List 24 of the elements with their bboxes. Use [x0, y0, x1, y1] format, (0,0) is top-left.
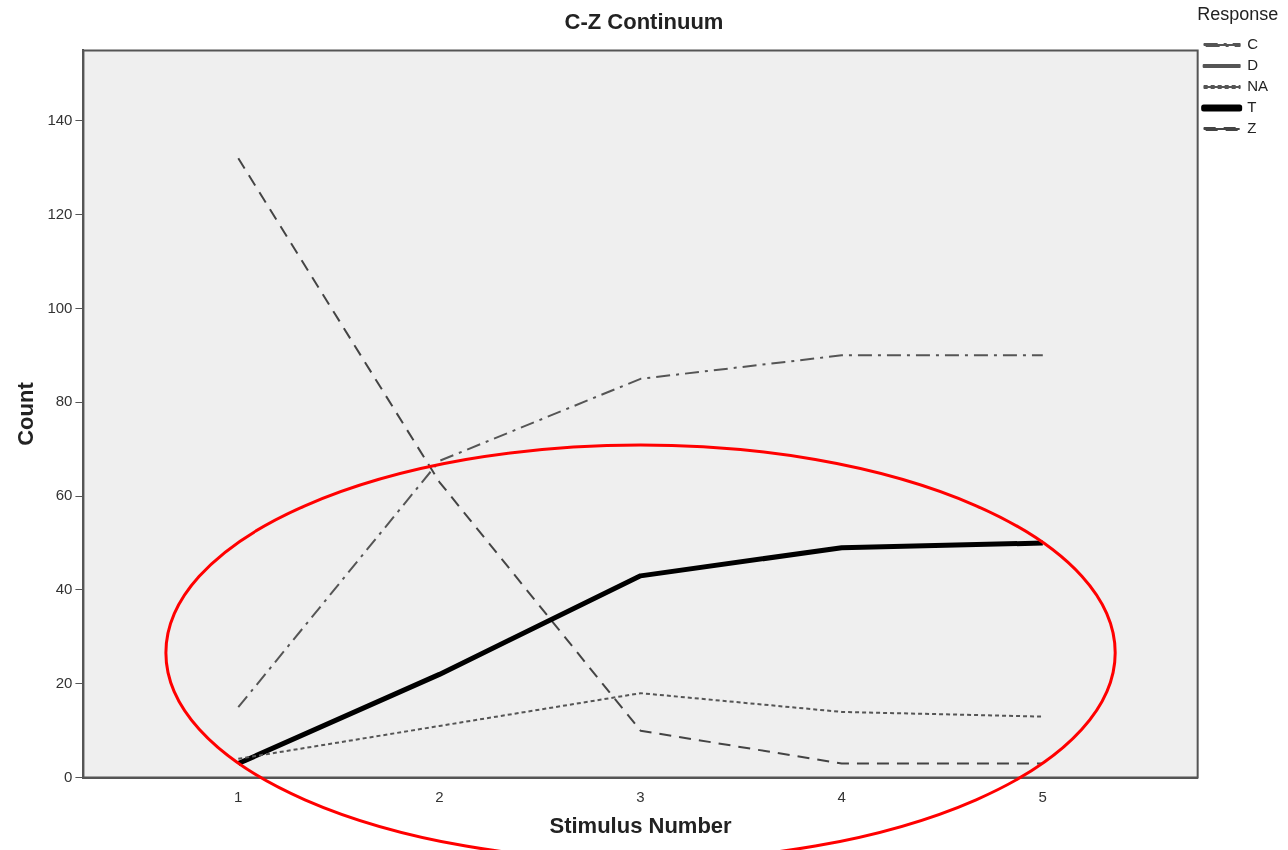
y-tick-label: 40	[55, 580, 73, 598]
chart-title: C-Z Continuum	[564, 9, 724, 35]
y-tick-label: 0	[64, 767, 73, 785]
x-tick-label: 4	[837, 787, 846, 805]
line-series	[237, 692, 1044, 760]
x-axis-title: Stimulus Number	[549, 812, 733, 838]
x-tick-label: 5	[1038, 787, 1047, 805]
y-tick-label: 80	[55, 392, 73, 410]
y-tick-label: 100	[47, 298, 73, 316]
y-tick-label: 60	[55, 486, 73, 504]
y-tick-label: 120	[47, 204, 73, 222]
y-axis-title: Count	[13, 381, 39, 446]
x-tick-label: 1	[234, 787, 243, 805]
legend-title: Response	[1197, 3, 1279, 24]
x-tick-label: 2	[435, 787, 444, 805]
legend-label: NA	[1247, 77, 1269, 95]
line-series	[237, 354, 1044, 709]
legend-label: C	[1247, 35, 1259, 53]
y-tick-label: 140	[47, 110, 73, 128]
x-tick-label: 3	[636, 787, 645, 805]
y-tick-label: 20	[55, 673, 73, 691]
legend-label: T	[1247, 98, 1257, 116]
legend-label: D	[1247, 56, 1259, 74]
legend-label: Z	[1247, 119, 1257, 137]
